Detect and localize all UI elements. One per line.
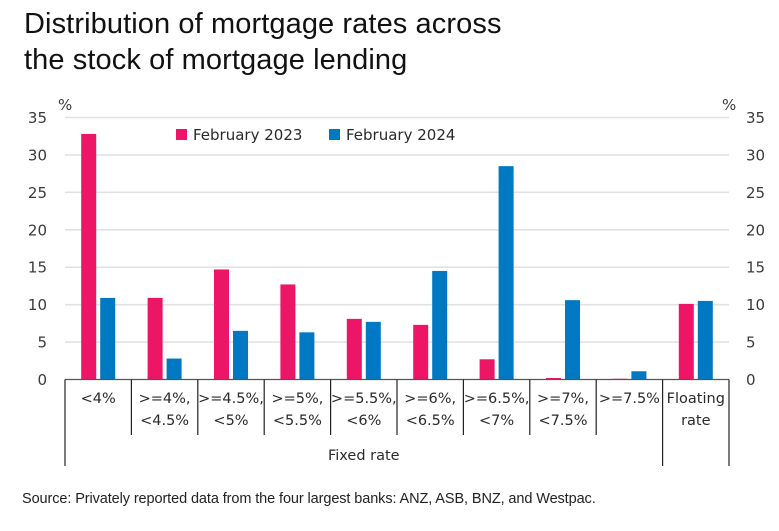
chart-title: Distribution of mortgage rates across th… (24, 6, 502, 78)
legend-item: February 2024 (329, 126, 455, 144)
legend-swatch (329, 129, 340, 140)
chart-title-line-2: the stock of mortgage lending (24, 44, 408, 76)
chart-title-line-1: Distribution of mortgage rates across (24, 8, 502, 40)
legend-label: February 2023 (193, 126, 302, 144)
y-tick-label-left: 10 (28, 296, 47, 314)
bar-february-2024-0 (100, 297, 116, 380)
y-tick-label-right: 20 (746, 221, 765, 239)
y-tick-label-left: 20 (28, 221, 47, 239)
legend: February 2023 February 2024 (176, 126, 455, 144)
y-axis-right: 0 5 10 15 20 25 30 35 (746, 109, 765, 389)
y-tick-label-right: 15 (746, 259, 765, 277)
x-category-label: <6.5% (406, 413, 455, 429)
x-category-label: >=7%, (537, 391, 589, 407)
legend-item: February 2023 (176, 126, 302, 144)
y-tick-label-left: 35 (28, 109, 47, 127)
bar-february-2024-8 (631, 371, 647, 380)
x-category-label: <5% (213, 413, 248, 429)
x-category-label: >=4%, (139, 391, 191, 407)
x-category-label: >=6.5%, (464, 391, 530, 407)
bar-february-2024-9 (697, 300, 713, 380)
bar-february-2024-1 (166, 358, 182, 380)
y-tick-label-left: 0 (37, 371, 47, 389)
y-tick-label-right: 10 (746, 296, 765, 314)
x-axis: <4% >=4%, <4.5% >=4.5%, <5% >=5%, <5.5% >=5.5%,… (64, 378, 730, 466)
bar-february-2023-0 (81, 133, 97, 380)
bar-february-2024-4 (365, 321, 381, 380)
y-tick-label-right: 35 (746, 109, 765, 127)
x-category-label: <7.5% (539, 413, 588, 429)
x-category-label: rate (681, 413, 711, 429)
bar-february-2023-1 (147, 297, 163, 380)
y-tick-label-left: 25 (28, 184, 47, 202)
y-tick-label-right: 30 (746, 146, 765, 164)
bars (81, 133, 713, 380)
x-category-label: >=7.5% (599, 391, 660, 407)
x-category-label: <4% (81, 391, 116, 407)
x-category-label: >=5.5%, (331, 391, 397, 407)
source-note: Source: Privately reported data from the… (22, 491, 596, 507)
x-category-label: >=4.5%, (198, 391, 264, 407)
y-tick-label-left: 30 (28, 146, 47, 164)
x-category-label: >=5%, (271, 391, 323, 407)
bar-february-2024-6 (498, 166, 514, 380)
bar-february-2023-4 (346, 318, 362, 380)
y-axis-left: 0 5 10 15 20 25 30 35 (28, 109, 47, 389)
gridlines (65, 116, 729, 343)
bar-february-2023-6 (479, 359, 495, 380)
bar-february-2024-3 (299, 332, 315, 380)
bar-february-2024-5 (432, 270, 448, 380)
bar-february-2024-2 (233, 330, 248, 380)
x-category-label: <4.5% (140, 413, 189, 429)
y-tick-label-left: 15 (28, 259, 47, 277)
legend-swatch (176, 129, 187, 140)
y-axis-unit-left: % (58, 96, 72, 114)
y-tick-label-right: 5 (746, 334, 756, 352)
bar-february-2023-3 (280, 284, 296, 380)
y-tick-label-right: 25 (746, 184, 765, 202)
bar-february-2023-5 (413, 324, 429, 380)
x-category-label: <6% (346, 413, 381, 429)
bar-february-2023-2 (214, 269, 229, 380)
x-group-label: Fixed rate (328, 448, 400, 464)
y-tick-label-right: 0 (746, 371, 756, 389)
x-category-label: >=6%, (404, 391, 456, 407)
legend-label: February 2024 (346, 126, 455, 144)
y-axis-unit-right: % (722, 96, 736, 114)
x-category-label: <7% (479, 413, 514, 429)
x-category-label: <5.5% (273, 413, 322, 429)
bar-february-2023-7 (546, 378, 561, 380)
bar-february-2024-7 (565, 300, 580, 380)
x-category-label: Floating (667, 391, 725, 407)
bar-february-2023-9 (678, 303, 694, 380)
y-tick-label-left: 5 (37, 334, 47, 352)
